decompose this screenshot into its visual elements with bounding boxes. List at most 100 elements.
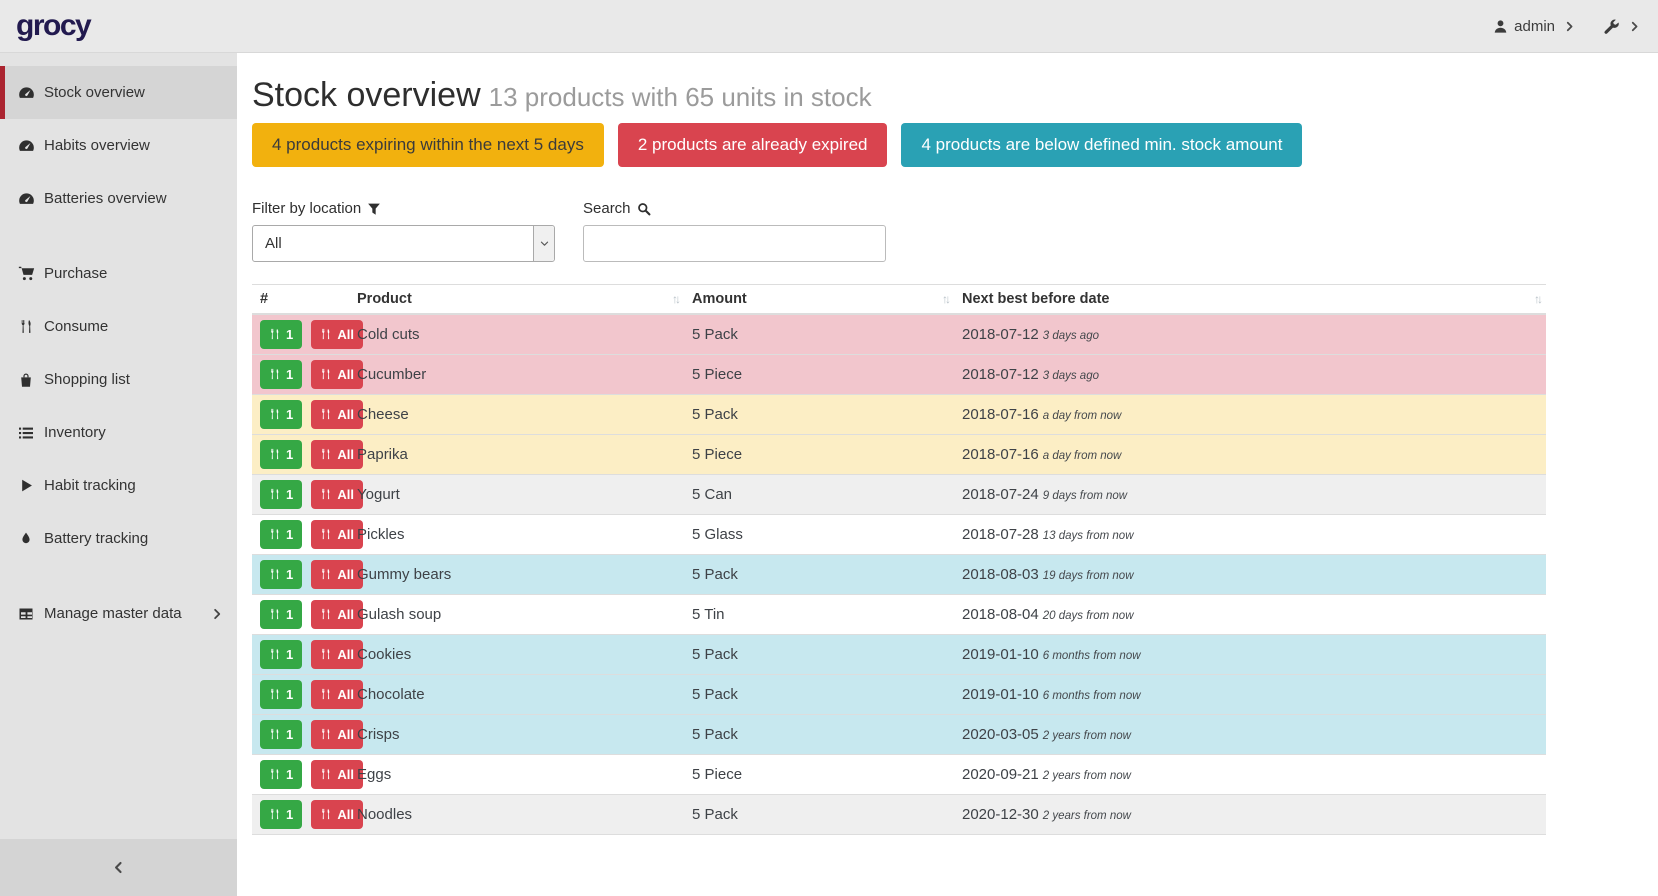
sort-icon[interactable]: ↑↓: [1534, 292, 1540, 306]
consume-one-label: 1: [286, 327, 293, 342]
best-before-timeago: 6 months from now: [1043, 650, 1141, 662]
sidebar-item[interactable]: Inventory: [0, 406, 237, 459]
consume-all-button[interactable]: All: [311, 720, 363, 749]
consume-all-button[interactable]: All: [311, 600, 363, 629]
search-filter: Search: [583, 200, 886, 262]
location-select[interactable]: All: [252, 225, 555, 262]
consume-all-button[interactable]: All: [311, 360, 363, 389]
consume-all-button[interactable]: All: [311, 480, 363, 509]
status-alert-button[interactable]: 2 products are already expired: [618, 123, 888, 167]
sidebar-item[interactable]: Batteries overview: [0, 172, 237, 225]
sidebar-item[interactable]: Habit tracking: [0, 459, 237, 512]
sidebar-item[interactable]: Habits overview: [0, 119, 237, 172]
best-before-timeago: 9 days from now: [1043, 490, 1127, 502]
utensils-icon: [269, 768, 281, 780]
consume-one-button[interactable]: 1: [260, 760, 302, 789]
utensils-icon: [320, 728, 332, 740]
consume-all-button[interactable]: All: [311, 680, 363, 709]
best-before-timeago: 13 days from now: [1043, 530, 1134, 542]
consume-all-label: All: [337, 727, 354, 742]
utensils-icon: [320, 768, 332, 780]
consume-one-button[interactable]: 1: [260, 400, 302, 429]
table-body: 1 All Cold cuts 5 Pack 2018-07-123 days …: [252, 314, 1546, 835]
best-before-date: 2020-12-30: [962, 806, 1039, 823]
product-name: Gulash soup: [349, 594, 684, 634]
product-amount: 5 Piece: [684, 434, 954, 474]
product-amount: 5 Pack: [684, 554, 954, 594]
table-row: 1 All Eggs 5 Piece 2020-09-212 years fro…: [252, 754, 1546, 794]
sidebar-item[interactable]: Stock overview: [0, 66, 237, 119]
sort-icon[interactable]: ↑↓: [672, 292, 678, 306]
sidebar-item[interactable]: Battery tracking: [0, 512, 237, 565]
consume-all-label: All: [337, 447, 354, 462]
status-alert-button[interactable]: 4 products are below defined min. stock …: [901, 123, 1302, 167]
consume-one-label: 1: [286, 767, 293, 782]
consume-one-label: 1: [286, 807, 293, 822]
consume-one-button[interactable]: 1: [260, 440, 302, 469]
best-before-date: 2020-09-21: [962, 766, 1039, 783]
consume-all-button[interactable]: All: [311, 400, 363, 429]
utensils-icon: [269, 688, 281, 700]
utensils-icon: [320, 808, 332, 820]
consume-all-button[interactable]: All: [311, 760, 363, 789]
sidebar-collapse-button[interactable]: [0, 839, 237, 896]
sidebar-item[interactable]: Purchase: [0, 247, 237, 300]
tachometer-icon: [16, 84, 36, 101]
consume-all-button[interactable]: All: [311, 440, 363, 469]
user-menu[interactable]: admin: [1493, 18, 1555, 35]
status-alert-button[interactable]: 4 products expiring within the next 5 da…: [252, 123, 604, 167]
chevron-right-icon[interactable]: [1629, 21, 1640, 32]
consume-one-button[interactable]: 1: [260, 800, 302, 829]
sidebar-item[interactable]: Manage master data: [0, 587, 237, 640]
sidebar-item-label: Consume: [44, 318, 108, 335]
utensils-icon: [320, 488, 332, 500]
consume-all-button[interactable]: All: [311, 320, 363, 349]
sort-icon[interactable]: ↑↓: [942, 292, 948, 306]
main-content: Stock overview13 products with 65 units …: [237, 53, 1658, 896]
sidebar-item[interactable]: Consume: [0, 300, 237, 353]
table-row: 1 All Cheese 5 Pack 2018-07-16a day from…: [252, 394, 1546, 434]
consume-all-button[interactable]: All: [311, 560, 363, 589]
sidebar-item-label: Habits overview: [44, 137, 150, 154]
consume-one-button[interactable]: 1: [260, 320, 302, 349]
consume-one-button[interactable]: 1: [260, 520, 302, 549]
search-input[interactable]: [583, 225, 886, 262]
table-row: 1 All Paprika 5 Piece 2018-07-16a day fr…: [252, 434, 1546, 474]
cart-icon: [16, 265, 36, 282]
consume-one-button[interactable]: 1: [260, 360, 302, 389]
consume-one-label: 1: [286, 727, 293, 742]
consume-one-button[interactable]: 1: [260, 480, 302, 509]
best-before-timeago: 6 months from now: [1043, 690, 1141, 702]
column-header-date[interactable]: Next best before date↑↓: [954, 284, 1546, 314]
consume-one-button[interactable]: 1: [260, 560, 302, 589]
consume-all-button[interactable]: All: [311, 640, 363, 669]
table-header-row: # Product↑↓ Amount↑↓ Next best before da…: [252, 284, 1546, 314]
location-filter-label: Filter by location: [252, 200, 555, 218]
utensils-icon: [320, 368, 332, 380]
sidebar-item-label: Stock overview: [44, 84, 145, 101]
product-amount: 5 Pack: [684, 674, 954, 714]
best-before-timeago: 20 days from now: [1043, 610, 1134, 622]
bag-icon: [16, 372, 36, 388]
chevron-right-icon[interactable]: [1564, 21, 1575, 32]
consume-one-button[interactable]: 1: [260, 600, 302, 629]
wrench-icon[interactable]: [1603, 18, 1620, 35]
consume-one-button[interactable]: 1: [260, 680, 302, 709]
list-icon: [16, 425, 36, 441]
user-name: admin: [1514, 18, 1555, 35]
consume-one-button[interactable]: 1: [260, 720, 302, 749]
column-header-product[interactable]: Product↑↓: [349, 284, 684, 314]
table-row: 1 All Gummy bears 5 Pack 2018-08-0319 da…: [252, 554, 1546, 594]
table-row: 1 All Gulash soup 5 Tin 2018-08-0420 day…: [252, 594, 1546, 634]
consume-all-button[interactable]: All: [311, 520, 363, 549]
consume-one-button[interactable]: 1: [260, 640, 302, 669]
sidebar-item[interactable]: Shopping list: [0, 353, 237, 406]
utensils-icon: [269, 728, 281, 740]
grocy-logo[interactable]: grocy: [16, 9, 90, 43]
product-amount: 5 Glass: [684, 514, 954, 554]
sidebar-item-label: Batteries overview: [44, 190, 167, 207]
column-header-amount[interactable]: Amount↑↓: [684, 284, 954, 314]
consume-all-button[interactable]: All: [311, 800, 363, 829]
utensils-icon: [269, 488, 281, 500]
navbar-right: admin: [1493, 18, 1640, 35]
